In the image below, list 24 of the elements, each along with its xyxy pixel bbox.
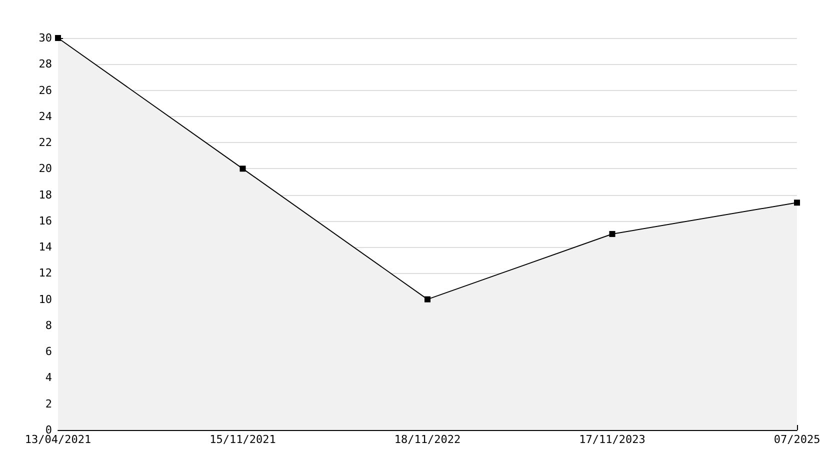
x-tick-label: 15/11/2021 <box>210 433 276 446</box>
y-tick-label: 16 <box>38 214 52 228</box>
y-tick-label: 6 <box>45 345 52 358</box>
point <box>55 35 61 41</box>
x-tick-label: 07/2025 <box>774 433 820 446</box>
y-tick-label: 26 <box>38 84 52 97</box>
y-tick-label: 18 <box>38 188 52 202</box>
y-tick-label: 30 <box>38 32 52 44</box>
y-tick-label: 24 <box>38 110 52 123</box>
x-tick-label: 18/11/2022 <box>394 433 461 446</box>
y-tick-label: 10 <box>38 292 52 306</box>
y-tick-label: 14 <box>38 240 52 254</box>
point <box>794 200 800 206</box>
point <box>240 166 246 172</box>
point <box>609 231 616 237</box>
y-tick-label: 28 <box>38 58 52 71</box>
y-tick-label: 22 <box>38 136 52 150</box>
y-tick-label: 2 <box>45 397 52 410</box>
y-tick-label: 20 <box>38 162 52 176</box>
y-tick-label: 4 <box>45 371 52 384</box>
x-tick-label: 17/11/2023 <box>579 433 646 446</box>
y-tick-label: 12 <box>38 266 52 280</box>
point <box>424 296 430 302</box>
y-tick-label: 8 <box>45 318 52 332</box>
